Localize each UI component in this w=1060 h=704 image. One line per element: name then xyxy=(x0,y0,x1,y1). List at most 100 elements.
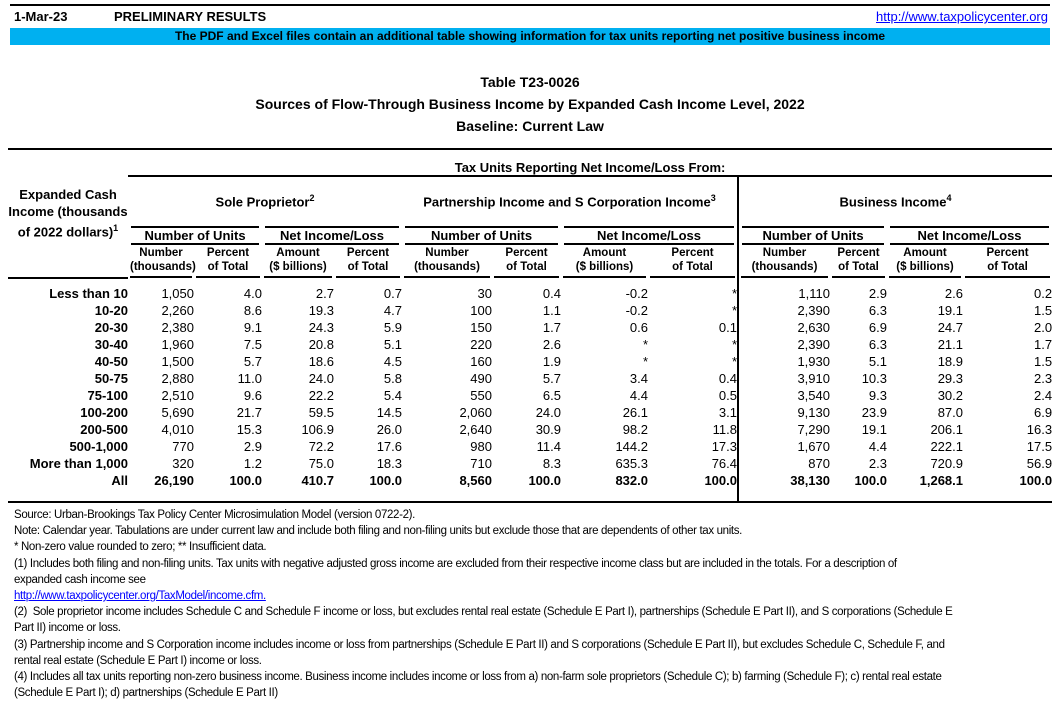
cell: 100.0 xyxy=(1019,473,1053,488)
cell: 38,130 xyxy=(737,472,830,489)
row-label: 10-20 xyxy=(94,303,128,318)
cell: 2,880 xyxy=(161,371,194,386)
cell: 26.0 xyxy=(376,422,402,437)
cell: 30.2 xyxy=(937,388,963,403)
info-banner: The PDF and Excel files contain an addit… xyxy=(10,28,1050,45)
page-header: 1-Mar-23 PRELIMINARY RESULTS http://www.… xyxy=(14,9,1048,24)
col-header-amount: Amount ($ billions) xyxy=(262,245,334,278)
cell: 11.4 xyxy=(536,439,561,454)
cell: 18.9 xyxy=(937,354,963,369)
cell: 2,630 xyxy=(737,319,830,336)
cell: 3.1 xyxy=(718,405,737,420)
cell: * xyxy=(731,354,737,369)
cell: 11.0 xyxy=(237,371,262,386)
cell: 220 xyxy=(470,337,492,352)
cell: 4.5 xyxy=(383,354,402,369)
group-header-sole-proprietor: Sole Proprietor2 xyxy=(215,193,315,210)
table-row: 100-200 5,690 21.7 59.5 14.5 2,060 24.0 26.1 3.1… xyxy=(8,404,1052,421)
table-row: 40-50 1,500 5.7 18.6 4.5 160 1.9 * * 1,930 5.1 18.9… xyxy=(8,353,1052,370)
cell: 2,640 xyxy=(459,422,492,437)
row-label: 100-200 xyxy=(80,405,128,420)
cell: 2,060 xyxy=(459,405,492,420)
cell: 24.3 xyxy=(308,320,334,335)
cell: 206.1 xyxy=(930,422,963,437)
table-row: All 26,190 100.0 410.7 100.0 8,560 100.0 832.0 1… xyxy=(8,472,1052,489)
footnote-line: Note: Calendar year. Tabulations are und… xyxy=(14,525,742,538)
cell: 0.2 xyxy=(1033,286,1053,301)
footnotes: Source: Urban-Brookings Tax Policy Cente… xyxy=(14,507,1050,701)
cell: 2.0 xyxy=(1033,320,1053,335)
income-table: Expanded Cash Income (thousands of 2022 … xyxy=(8,148,1053,503)
cell: 24.0 xyxy=(308,371,334,386)
cell: 5.7 xyxy=(243,354,262,369)
expanded-cash-income-header: Expanded Cash Income (thousands of 2022 … xyxy=(8,149,128,279)
col-header-number: Number (thousands) xyxy=(128,245,196,278)
cell: 1,110 xyxy=(737,285,830,302)
cell: 1,930 xyxy=(737,353,830,370)
span-header: Tax Units Reporting Net Income/Loss From… xyxy=(128,149,1053,177)
cell: 11.8 xyxy=(712,422,737,437)
cell: 75.0 xyxy=(308,456,334,471)
row-label: 30-40 xyxy=(94,337,128,352)
subgroup-number-of-units: Number of Units xyxy=(737,226,887,245)
cell: 635.3 xyxy=(615,456,648,471)
table-row: Less than 10 1,050 4.0 2.7 0.7 30 0.4 -0.2 * 1,11… xyxy=(8,285,1052,302)
row-label: 200-500 xyxy=(80,422,128,437)
cell: 2.3 xyxy=(868,456,887,471)
cell: 8.3 xyxy=(542,456,561,471)
cell: 4.4 xyxy=(629,388,648,403)
cell: 6.5 xyxy=(542,388,561,403)
date-label: 1-Mar-23 xyxy=(14,9,68,24)
cell: 144.2 xyxy=(615,439,648,454)
cell: 8.6 xyxy=(243,303,262,318)
cell: 870 xyxy=(737,455,830,472)
footnote-line: (4) Includes all tax units reporting non… xyxy=(14,671,942,700)
table-row: 200-500 4,010 15.3 106.9 26.0 2,640 30.9 98.2 11… xyxy=(8,421,1052,438)
cell: 72.2 xyxy=(308,439,334,454)
cell: 2,380 xyxy=(161,320,194,335)
cell: 76.4 xyxy=(711,456,737,471)
row-label: 75-100 xyxy=(87,388,128,403)
cell: 16.3 xyxy=(1026,422,1053,437)
table-number-title: Table T23-0026 xyxy=(480,74,580,90)
footnote-line: * Non-zero value rounded to zero; ** Ins… xyxy=(14,541,267,554)
col-header-amount: Amount ($ billions) xyxy=(561,245,648,278)
top-divider xyxy=(10,4,1050,6)
cell: 17.6 xyxy=(376,439,402,454)
col-header-number: Number (thousands) xyxy=(402,245,492,278)
col-header-percent: Percent of Total xyxy=(492,245,561,278)
col-header-percent: Percent of Total xyxy=(963,245,1052,278)
taxpolicycenter-link[interactable]: http://www.taxpolicycenter.org xyxy=(876,9,1048,24)
cell: 5.7 xyxy=(542,371,561,386)
cell: 5.4 xyxy=(383,388,402,403)
cell: 490 xyxy=(470,371,492,386)
cell: 17.3 xyxy=(711,439,737,454)
cell: 2,390 xyxy=(737,302,830,319)
cell: 9.1 xyxy=(243,320,262,335)
table-row: 50-75 2,880 11.0 24.0 5.8 490 5.7 3.4 0.4 3,910 10… xyxy=(8,370,1052,387)
cell: 19.3 xyxy=(308,303,334,318)
cell: 1.7 xyxy=(1033,337,1053,352)
cell: * xyxy=(731,303,737,318)
cell: 6.3 xyxy=(868,337,887,352)
row-label: More than 1,000 xyxy=(29,456,128,471)
row-label: Less than 10 xyxy=(49,286,128,301)
table-row: 30-40 1,960 7.5 20.8 5.1 220 2.6 * * 2,390 6.3 21.1… xyxy=(8,336,1052,353)
cell: 2.6 xyxy=(542,337,561,352)
cell: 30 xyxy=(477,286,492,301)
cell: 1,670 xyxy=(737,438,830,455)
spacer-row xyxy=(8,489,1053,503)
cell: 21.7 xyxy=(236,405,262,420)
cell: 4,010 xyxy=(161,422,194,437)
subgroup-net-income-loss: Net Income/Loss xyxy=(887,226,1052,245)
cell: 9.6 xyxy=(243,388,262,403)
table-row: More than 1,000 320 1.2 75.0 18.3 710 8.3 635.3… xyxy=(8,455,1052,472)
income-definition-link[interactable]: http://www.taxpolicycenter.org/TaxModel/… xyxy=(14,590,266,603)
cell: 2.9 xyxy=(868,286,887,301)
cell: 98.2 xyxy=(622,422,648,437)
row-label: 50-75 xyxy=(94,371,128,386)
row-label: All xyxy=(111,473,128,488)
cell: 1,050 xyxy=(161,286,194,301)
row-label: 500-1,000 xyxy=(69,439,128,454)
subgroup-net-income-loss: Net Income/Loss xyxy=(262,226,402,245)
